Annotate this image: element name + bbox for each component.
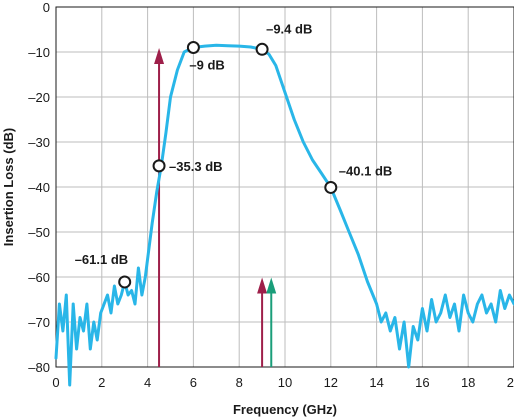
x-tick-label: 8: [236, 375, 243, 390]
x-tick-label: 6: [190, 375, 197, 390]
marker-label: –9.4 dB: [266, 21, 312, 36]
x-tick-label: 14: [369, 375, 383, 390]
y-tick-labels: 0 –10 –20 –30 –40 –50 –60 –70 –80: [28, 0, 50, 375]
x-tick-label: 4: [144, 375, 151, 390]
marker-label: –61.1 dB: [75, 252, 128, 267]
marker-label: –35.3 dB: [169, 159, 222, 174]
y-axis-title: Insertion Loss (dB): [1, 128, 16, 246]
frequency-arrows: [154, 48, 277, 367]
x-tick-label: 20: [507, 375, 514, 390]
y-tick-label: –80: [28, 360, 50, 375]
x-axis-title: Frequency (GHz): [233, 402, 337, 417]
marker-point: [152, 159, 166, 173]
data-markers: –61.1 dB –35.3 dB –9 dB –9.4 dB –40.1 dB: [75, 21, 392, 289]
x-tick-labels: 0 2 4 6 8 10 12 14 16 18 20: [52, 375, 514, 390]
y-tick-label: –60: [28, 270, 50, 285]
grid-lines: [55, 6, 514, 368]
insertion-loss-line: [54, 43, 514, 387]
x-tick-label: 12: [324, 375, 338, 390]
y-tick-label: –20: [28, 90, 50, 105]
y-tick-label: –40: [28, 180, 50, 195]
y-tick-label: –30: [28, 135, 50, 150]
marker-label: –9 dB: [189, 58, 224, 73]
plot-frame: [55, 6, 514, 368]
y-tick-label: –70: [28, 315, 50, 330]
x-tick-label: 10: [278, 375, 292, 390]
arrow-head: [266, 277, 277, 294]
marker-point: [324, 180, 338, 194]
x-tick-label: 18: [461, 375, 475, 390]
marker-point: [186, 41, 200, 54]
arrow-head: [154, 48, 165, 64]
marker-label: –40.1 dB: [339, 163, 392, 178]
y-tick-label: –10: [28, 45, 50, 60]
x-tick-label: 16: [415, 375, 429, 390]
x-tick-label: 0: [52, 375, 59, 390]
y-tick-label: –50: [28, 225, 50, 240]
marker-point: [118, 275, 132, 289]
arrow-head: [257, 277, 268, 294]
x-tick-label: 2: [98, 375, 105, 390]
y-tick-label: 0: [43, 0, 50, 15]
marker-point: [255, 42, 269, 56]
